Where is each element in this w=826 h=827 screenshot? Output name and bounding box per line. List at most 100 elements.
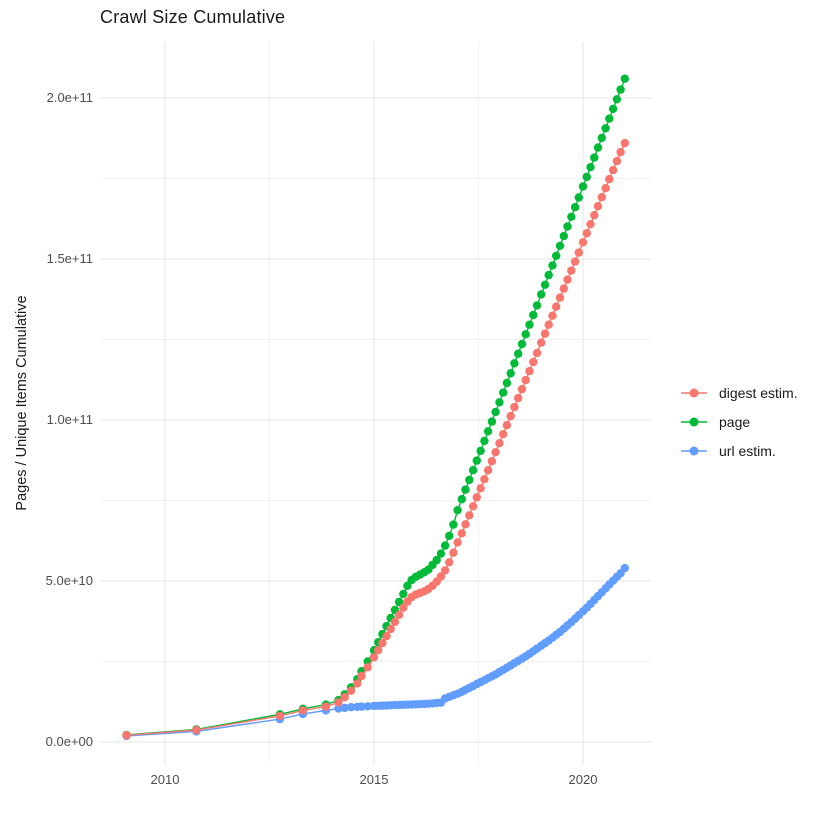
data-point xyxy=(399,603,408,612)
data-point xyxy=(298,706,308,715)
data-point xyxy=(597,133,606,143)
data-point xyxy=(582,229,591,238)
legend-key-icon xyxy=(681,417,707,426)
data-point xyxy=(616,147,625,157)
data-point xyxy=(570,257,580,266)
data-point xyxy=(340,703,349,713)
data-point xyxy=(390,617,400,627)
data-point xyxy=(480,436,489,446)
legend-item: url estim. xyxy=(680,436,798,465)
data-point xyxy=(544,320,553,329)
data-point xyxy=(495,439,504,448)
data-point xyxy=(510,359,519,368)
data-point xyxy=(593,202,603,211)
data-point xyxy=(506,369,515,378)
data-point xyxy=(521,375,530,385)
data-point xyxy=(612,156,622,166)
data-point xyxy=(525,366,534,376)
data-point xyxy=(453,506,462,515)
data-point xyxy=(440,541,450,550)
data-point xyxy=(570,203,580,212)
y-tick-label: 5.0e+10 xyxy=(45,573,93,588)
data-point xyxy=(461,520,470,529)
data-point xyxy=(468,502,478,511)
legend-key-icon xyxy=(681,446,707,455)
data-point xyxy=(499,430,508,439)
data-point xyxy=(563,222,572,231)
legend-item: page xyxy=(680,407,798,436)
data-point xyxy=(445,558,454,567)
data-point xyxy=(374,646,383,655)
data-point xyxy=(461,485,470,494)
data-point xyxy=(590,153,599,162)
data-point xyxy=(363,702,372,711)
data-point xyxy=(472,493,481,502)
data-point xyxy=(555,293,565,302)
data-point xyxy=(578,238,588,247)
data-point xyxy=(517,384,527,394)
data-point xyxy=(514,349,523,358)
x-tick-label: 2010 xyxy=(150,772,180,787)
data-point xyxy=(521,330,530,339)
data-point xyxy=(487,457,497,466)
data-point xyxy=(334,698,343,707)
data-point xyxy=(453,538,462,547)
data-point xyxy=(357,702,366,711)
data-point xyxy=(537,338,546,347)
data-point xyxy=(468,466,478,475)
data-point xyxy=(597,193,606,202)
data-point xyxy=(548,261,557,270)
data-point xyxy=(476,446,485,456)
data-point xyxy=(340,693,349,702)
data-point xyxy=(559,284,568,293)
data-point xyxy=(601,184,610,193)
data-point xyxy=(480,475,489,484)
legend-item-label: url estim. xyxy=(719,442,776,459)
data-point xyxy=(394,597,404,607)
data-point xyxy=(491,407,500,417)
data-point xyxy=(532,348,542,358)
data-point xyxy=(529,310,538,320)
data-point xyxy=(552,302,561,311)
data-point xyxy=(578,182,588,191)
data-point xyxy=(532,301,542,310)
data-point xyxy=(612,95,622,104)
data-point xyxy=(605,174,614,184)
data-point xyxy=(502,378,512,388)
data-point xyxy=(608,165,618,175)
data-point xyxy=(386,624,395,634)
y-tick-label: 0.0e+00 xyxy=(45,734,93,749)
data-point xyxy=(590,211,599,220)
data-point xyxy=(483,427,493,436)
data-point xyxy=(334,704,343,713)
data-point xyxy=(586,220,595,229)
data-point xyxy=(586,163,595,172)
data-point xyxy=(472,456,481,465)
x-tick-label: 2020 xyxy=(568,772,598,787)
data-point xyxy=(382,631,391,641)
data-point xyxy=(449,520,458,529)
data-point xyxy=(620,138,629,148)
data-point xyxy=(514,393,523,403)
data-point xyxy=(457,529,466,538)
data-point xyxy=(465,475,474,485)
legend-item-label: digest estim. xyxy=(719,384,798,401)
data-point xyxy=(495,398,504,407)
legend-item: digest estim. xyxy=(680,378,798,407)
y-tick-label: 1.0e+11 xyxy=(46,412,93,427)
data-point xyxy=(548,311,557,320)
legend: digest estim. page url estim. xyxy=(680,378,798,465)
data-point xyxy=(620,563,629,573)
data-point xyxy=(537,290,546,299)
data-point xyxy=(378,638,387,648)
data-point xyxy=(506,411,515,421)
data-point xyxy=(491,448,500,457)
data-point xyxy=(346,686,356,695)
data-point xyxy=(275,711,285,721)
series-line-page xyxy=(126,78,626,736)
data-point xyxy=(620,74,629,83)
data-point xyxy=(499,388,508,397)
data-point xyxy=(608,104,618,114)
